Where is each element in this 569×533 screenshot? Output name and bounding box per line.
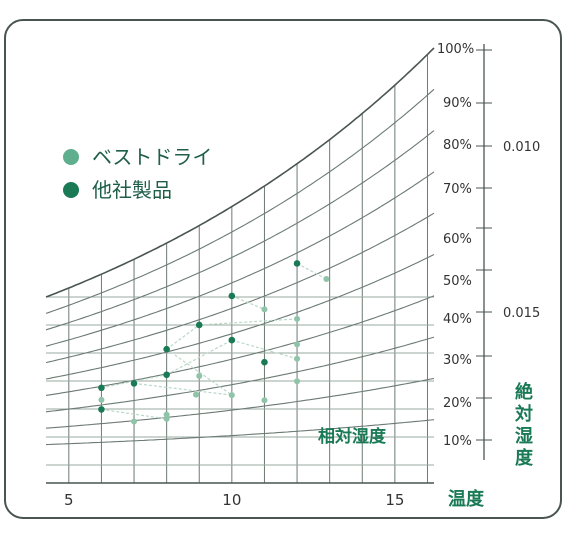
point-bestdry [323,276,330,283]
connection-line [231,295,265,310]
point-bestdry [163,411,170,418]
connection-lines [101,262,327,420]
rh-tick-labels: 10% 20% 30% 40% 50% 60% 70% 80% 90% 100% [437,42,474,449]
point-bestdry [261,397,268,404]
point-competitor [195,321,203,329]
point-bestdry [294,341,301,348]
rh-curve [45,88,435,314]
ah-title-char: 対 [514,403,533,425]
connection-line [166,348,233,396]
rh-curve [45,295,435,396]
point-competitor [163,345,170,353]
rh-axis-title: 相対湿度 [318,426,387,447]
rh-tick-label: 10% [443,434,472,449]
legend-marker-competitor [63,182,79,198]
ah-title-char: 湿 [515,426,533,447]
connection-line [133,382,232,396]
x-axis-title: 温度 [448,488,485,510]
legend-label-competitor: 他社製品 [92,178,172,202]
point-competitor [98,384,105,392]
connection-line [101,374,167,389]
rh-tick-label: 70% [443,182,472,197]
point-bestdry [98,396,105,403]
rh-curve [45,254,435,380]
point-competitor [163,371,170,379]
rh-curve [45,130,435,331]
rh-tick-label: 60% [443,232,472,247]
point-competitor [293,260,301,267]
point-competitor [228,336,236,344]
rh-curve [45,336,435,413]
rh-tick-label: 80% [443,138,472,153]
chart-frame [4,19,562,519]
point-bestdry [228,392,235,399]
data-points [98,260,330,425]
rh-curves [45,47,435,446]
legend: ベストドライ 他社製品 [63,145,212,202]
point-competitor [98,406,105,413]
connection-line [166,339,233,376]
point-bestdry [294,355,301,362]
ah-axis: 0.010 0.015 [476,44,540,460]
ah-title-char: 度 [515,447,534,469]
connection-line [199,318,298,326]
point-bestdry [192,391,199,398]
legend-marker-bestdry [63,149,79,165]
connection-line [166,324,200,350]
rh-curve [45,212,435,364]
x-tick-label: 15 [385,491,404,509]
point-competitor [130,380,138,387]
x-tick-label: 10 [222,491,241,509]
point-competitor [261,358,268,366]
rh-tick-label: 50% [443,274,472,289]
rh-curve [45,419,435,446]
legend-label-bestdry: ベストドライ [92,145,212,169]
rh-curve [45,47,435,298]
ah-tick-label: 0.010 [503,140,540,155]
connection-line [231,339,298,360]
point-bestdry [196,373,203,380]
point-bestdry [294,378,301,385]
rh-tick-label: 90% [443,96,472,111]
point-bestdry [294,315,301,322]
connection-line [296,262,327,280]
x-tick-label: 5 [64,491,74,509]
rh-tick-label: 20% [443,396,472,411]
rh-curve [45,171,435,347]
x-tick-labels: 5 10 15 [64,491,404,509]
point-bestdry [163,415,170,422]
rh-tick-label: 30% [443,353,472,368]
rh-tick-label: 100% [437,42,474,57]
ah-tick-label: 0.015 [503,306,540,321]
rh-tick-label: 40% [443,312,472,327]
point-bestdry [131,418,138,425]
point-competitor [228,292,236,300]
connection-line [101,408,167,420]
ah-axis-title: 絶対湿度 [514,381,534,469]
ah-title-char: 絶 [515,381,533,403]
point-bestdry [261,306,268,313]
rh-curve [45,377,435,429]
grid-layer [46,54,434,484]
